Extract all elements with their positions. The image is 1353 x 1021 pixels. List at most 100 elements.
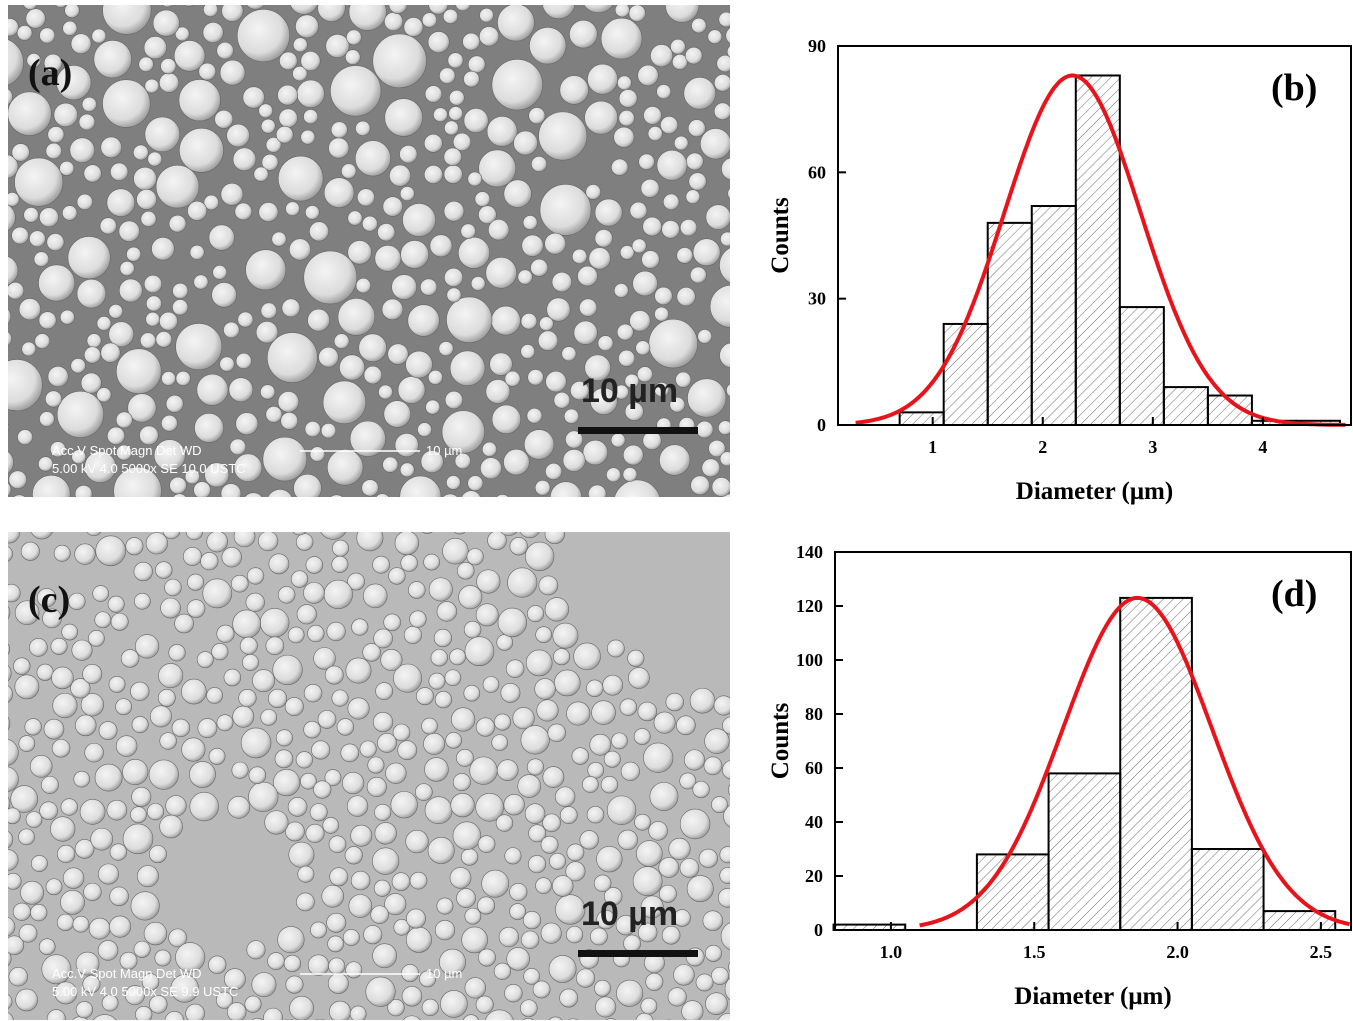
particle — [155, 561, 173, 579]
particle — [619, 245, 635, 260]
particle — [296, 79, 325, 108]
particle — [399, 475, 442, 497]
particle — [260, 118, 276, 134]
particle — [62, 867, 85, 889]
particle — [40, 775, 59, 794]
particle — [307, 954, 330, 976]
particle — [275, 729, 293, 747]
particle — [110, 612, 129, 631]
particle — [23, 207, 39, 223]
particle — [71, 639, 93, 661]
particle — [606, 467, 621, 483]
particle — [355, 120, 371, 137]
particle — [8, 739, 19, 766]
particle — [617, 75, 632, 91]
particle — [623, 934, 641, 953]
panel-label: (b) — [1271, 67, 1317, 109]
particle — [456, 888, 476, 908]
particle — [268, 553, 290, 575]
particle — [519, 999, 538, 1018]
particle — [405, 829, 429, 854]
particle — [523, 968, 540, 985]
particle — [571, 747, 589, 765]
particle — [300, 772, 317, 790]
panel-label: (c) — [28, 579, 70, 621]
particle — [70, 33, 92, 55]
particle — [545, 370, 567, 393]
particle — [184, 469, 201, 485]
particle — [36, 588, 57, 608]
particle — [428, 577, 453, 602]
particle — [637, 922, 658, 943]
particle — [8, 204, 16, 231]
particle — [520, 725, 550, 755]
particle — [636, 840, 663, 867]
gaussian-fit — [919, 595, 1351, 928]
particle — [267, 489, 293, 497]
particle — [161, 414, 178, 432]
particle — [571, 248, 588, 265]
particle — [452, 821, 482, 850]
particle — [8, 546, 13, 562]
histogram-bar — [898, 411, 945, 427]
particle — [148, 759, 179, 790]
particle — [660, 116, 679, 135]
particle — [72, 915, 90, 933]
particle — [17, 429, 33, 445]
particle — [264, 810, 289, 835]
particle — [345, 49, 361, 65]
particle — [18, 735, 36, 752]
particle — [237, 311, 254, 328]
particle — [332, 539, 349, 557]
particle — [731, 469, 746, 484]
particle — [223, 321, 240, 339]
particle — [39, 411, 55, 427]
particle — [461, 490, 481, 497]
particle — [374, 822, 397, 845]
particle — [627, 649, 645, 667]
particle — [384, 12, 404, 32]
particle — [665, 692, 684, 712]
particle — [305, 823, 325, 843]
particle — [710, 966, 729, 985]
particle — [548, 955, 577, 983]
particle — [76, 193, 93, 210]
particle — [562, 448, 586, 472]
particle — [462, 32, 481, 51]
info-header: Acc.V Spot Magn Det WD — [52, 966, 202, 981]
particle — [39, 207, 59, 228]
particle — [155, 164, 200, 209]
particle — [424, 85, 443, 103]
particle — [553, 391, 571, 409]
particle — [13, 494, 26, 497]
plot-frame — [837, 45, 1352, 426]
particle — [8, 796, 11, 810]
particle — [504, 847, 522, 865]
particle — [8, 643, 11, 655]
particle — [382, 196, 403, 217]
particle — [427, 837, 455, 864]
particle — [359, 740, 377, 758]
panel-label: (a) — [28, 52, 72, 94]
particle — [155, 331, 173, 348]
particle — [311, 740, 331, 760]
particle — [234, 202, 253, 221]
particle — [538, 111, 588, 161]
particle — [52, 692, 78, 719]
particle — [596, 846, 623, 873]
particle — [711, 796, 728, 814]
particle — [346, 795, 369, 817]
particle — [451, 707, 476, 732]
particle — [401, 964, 419, 982]
particle — [590, 387, 618, 415]
particle — [521, 234, 544, 257]
particle — [43, 718, 65, 740]
particle — [695, 420, 714, 439]
particle — [214, 109, 234, 129]
particle — [8, 716, 11, 731]
particle — [8, 872, 22, 890]
particle — [458, 585, 483, 610]
particle — [179, 127, 224, 173]
histogram-bar — [942, 322, 989, 426]
particle — [605, 1018, 617, 1020]
